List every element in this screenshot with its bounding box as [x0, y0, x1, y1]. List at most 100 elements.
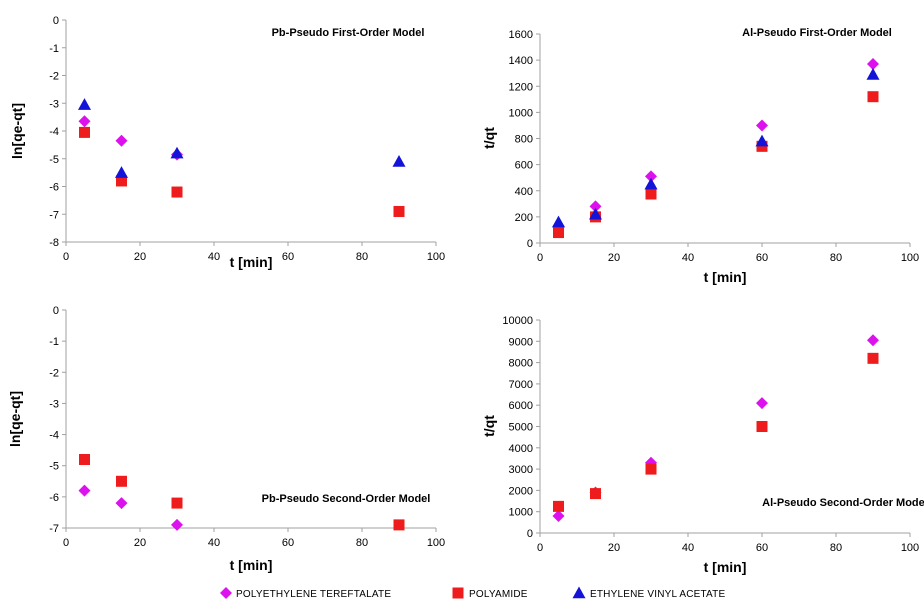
y-tick-label: -1 — [49, 43, 59, 55]
data-point-square — [79, 126, 90, 138]
y-tick-label: -2 — [49, 71, 59, 83]
x-tick-label: 80 — [830, 542, 842, 554]
x-axis-label: t [min] — [230, 557, 273, 573]
pb-second-order-panel: 0 -1 -2 -3 -4 -5 -6 -7 0 20 40 60 80 100 Pb-Pseudo Sec… — [7, 305, 445, 573]
x-tick-label: 20 — [134, 251, 146, 263]
legend-marker-eva — [572, 586, 586, 599]
data-point-triangle — [552, 215, 565, 228]
data-point-diamond — [78, 115, 91, 128]
x-tick-label: 20 — [608, 252, 620, 264]
data-point-triangle — [392, 155, 406, 167]
data-point-triangle — [78, 98, 91, 110]
data-point-square — [116, 175, 127, 187]
x-axis-label: t [min] — [704, 559, 747, 575]
y-tick-label: 2000 — [509, 485, 533, 497]
data-point-diamond — [171, 518, 183, 531]
y-tick-label: 0 — [527, 238, 533, 250]
data-point-square — [171, 497, 183, 509]
al-first-order-panel: 0 200 400 600 800 1000 1200 1400 1600 0 20 40 60 80 10… — [481, 27, 919, 285]
y-tick-label: -7 — [49, 209, 59, 221]
panel-title: Al-Pseudo First-Order Model — [742, 27, 892, 39]
y-tick-label: 8000 — [509, 358, 533, 370]
y-tick-label: -2 — [49, 367, 59, 379]
al-second-order-panel: 0100020003000400050006000700080009000100… — [481, 315, 924, 575]
data-point-diamond — [589, 200, 602, 213]
data-point-diamond — [756, 119, 768, 132]
y-tick-label: 1000 — [509, 107, 533, 119]
x-tick-label: 40 — [682, 542, 694, 554]
y-tick-label: 5000 — [509, 422, 533, 434]
x-tick-label: 0 — [63, 251, 69, 263]
data-point-triangle — [644, 177, 658, 190]
legend-marker-pet — [220, 587, 232, 599]
y-tick-label: 6000 — [509, 400, 533, 412]
data-point-square — [116, 475, 127, 487]
y-tick-label: 0 — [53, 15, 59, 27]
y-tick-label: 0 — [53, 305, 59, 317]
y-tick-label: -1 — [49, 336, 59, 348]
x-tick-label: 20 — [134, 537, 146, 549]
x-axis-label: t [min] — [704, 269, 747, 285]
y-tick-label: -4 — [49, 126, 59, 138]
legend-label-pet: POLYETHYLENE TEREFTALATE — [236, 589, 391, 600]
x-tick-label: 80 — [356, 537, 368, 549]
legend: POLYETHYLENE TEREFTALATE POLYAMIDE ETHYLEN… — [220, 586, 725, 600]
y-tick-label: 0 — [527, 528, 533, 540]
x-tick-label: 80 — [830, 252, 842, 264]
data-point-diamond — [756, 397, 768, 410]
x-tick-label: 100 — [427, 537, 445, 549]
x-tick-label: 60 — [756, 252, 768, 264]
y-tick-label: 1400 — [509, 55, 533, 67]
data-point-square — [393, 205, 405, 217]
y-tick-label: 7000 — [509, 379, 533, 391]
data-point-triangle — [115, 166, 128, 178]
data-point-triangle — [866, 67, 880, 80]
data-point-diamond — [867, 58, 879, 71]
y-axis-label: t/qt — [481, 415, 497, 437]
pb-first-order-panel: 0 -1 -2 -3 -4 -5 -6 -7 -8 0 20 40 60 80 100 Pb-Pseudo F… — [9, 15, 445, 270]
y-tick-label: -6 — [49, 492, 59, 504]
y-tick-label: 200 — [515, 212, 533, 224]
y-tick-label: 10000 — [502, 315, 533, 327]
y-tick-label: 1000 — [509, 507, 533, 519]
x-tick-label: 0 — [537, 252, 543, 264]
legend-label-eva: ETHYLENE VINYL ACETATE — [590, 589, 725, 600]
x-tick-label: 100 — [901, 252, 919, 264]
data-point-diamond — [552, 509, 565, 522]
data-point-square — [756, 421, 768, 432]
data-point-diamond — [78, 484, 91, 497]
y-axis-label: ln[qe-qt] — [9, 103, 25, 159]
x-tick-label: 60 — [282, 537, 294, 549]
legend-label-pa: POLYAMIDE — [469, 589, 528, 600]
y-tick-label: -8 — [49, 237, 59, 249]
y-tick-label: -5 — [49, 461, 59, 473]
x-tick-label: 60 — [282, 251, 294, 263]
y-tick-label: -4 — [49, 430, 59, 442]
data-point-square — [867, 91, 879, 103]
data-point-triangle — [589, 207, 602, 220]
data-point-square — [553, 500, 564, 512]
y-tick-label: -6 — [49, 182, 59, 194]
data-point-square — [867, 352, 879, 364]
x-tick-label: 0 — [63, 537, 69, 549]
x-tick-label: 40 — [208, 537, 220, 549]
x-axis-label: t [min] — [230, 254, 273, 270]
x-tick-label: 80 — [356, 251, 368, 263]
data-point-triangle — [170, 146, 184, 159]
data-point-square — [590, 488, 601, 500]
data-point-triangle — [755, 134, 769, 147]
data-point-square — [645, 188, 657, 200]
data-point-square — [79, 453, 90, 465]
panel-title: Pb-Pseudo First-Order Model — [272, 27, 425, 39]
x-tick-label: 20 — [608, 542, 620, 554]
y-tick-label: 400 — [515, 186, 533, 198]
legend-marker-pa — [452, 587, 464, 599]
data-point-diamond — [645, 170, 657, 183]
y-tick-label: -7 — [49, 523, 59, 535]
x-tick-label: 0 — [537, 542, 543, 554]
panel-title: Al-Pseudo Second-Order Model — [762, 497, 924, 509]
y-tick-label: 4000 — [509, 443, 533, 455]
x-tick-label: 40 — [682, 252, 694, 264]
y-tick-label: -3 — [49, 398, 59, 410]
